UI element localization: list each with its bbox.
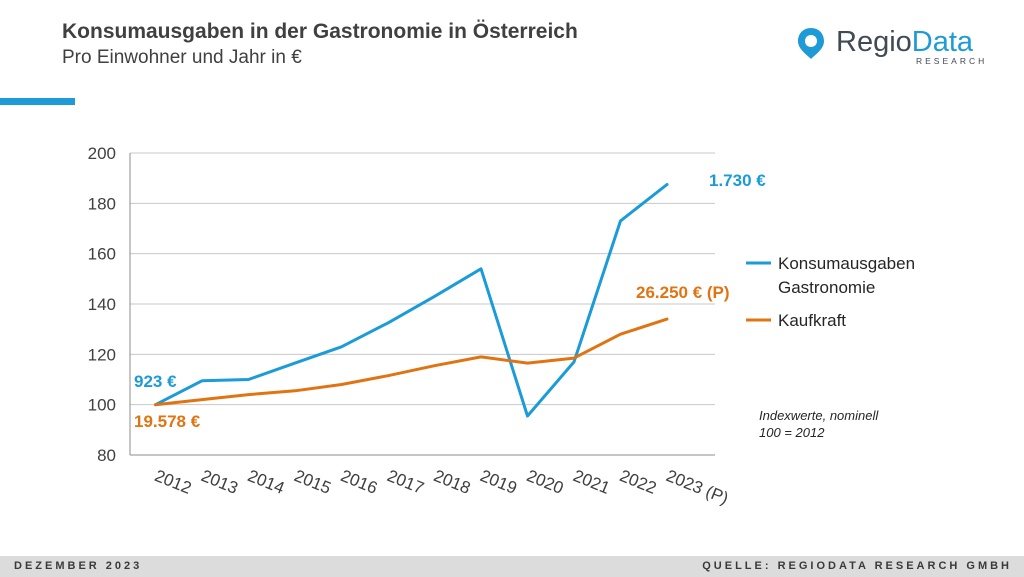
logo-wordmark: RegioData [836, 26, 973, 58]
regiodata-logo: RegioData RESEARCH [796, 22, 1006, 72]
x-tick-label: 2016 [338, 466, 380, 498]
data-label-gastronomie-end: 1.730 € [709, 171, 766, 190]
accent-bar [0, 98, 75, 105]
line-chart: 80 100 120 140 160 180 200 2012 2013 2014 2015 2016… [88, 144, 915, 508]
y-tick-label: 200 [88, 144, 116, 163]
legend-label: Konsumausgaben [778, 254, 915, 273]
y-tick-label: 80 [97, 446, 116, 465]
logo-subtext: RESEARCH [916, 56, 988, 66]
x-tick-label: 2022 [617, 466, 659, 498]
x-tick-label: 2015 [292, 466, 334, 498]
data-label-kaufkraft-start: 19.578 € [134, 412, 201, 431]
footer-bar: DEZEMBER 2023 QUELLE: REGIODATA RESEARCH… [0, 556, 1024, 577]
page-subtitle: Pro Einwohner und Jahr in € [62, 47, 302, 68]
y-tick-label: 120 [88, 345, 116, 364]
x-tick-label: 2019 [478, 466, 520, 498]
x-tick-label: 2013 [199, 466, 241, 498]
legend-label: Kaufkraft [778, 311, 846, 330]
y-tick-label: 180 [88, 194, 116, 213]
x-tick-label: 2020 [524, 466, 566, 498]
x-tick-label: 2023 (P) [664, 466, 732, 508]
logo-word-data: Data [911, 26, 974, 58]
data-label-gastronomie-start: 923 € [134, 372, 177, 391]
footer-source: QUELLE: REGIODATA RESEARCH GMBH [702, 560, 1012, 572]
location-pin-icon [798, 28, 824, 59]
x-tick-label: 2014 [245, 466, 287, 498]
data-label-kaufkraft-end: 26.250 € (P) [636, 283, 730, 302]
x-tick-label: 2017 [385, 466, 427, 498]
page-title: Konsumausgaben in der Gastronomie in Öst… [62, 20, 578, 43]
y-tick-label: 100 [88, 396, 116, 415]
chart-annotation: 100 = 2012 [759, 425, 825, 440]
y-tick-label: 140 [88, 295, 116, 314]
x-tick-label: 2018 [431, 466, 473, 498]
logo-word-regio: Regio [836, 26, 912, 58]
chart-annotation: Indexwerte, nominell [759, 408, 879, 423]
series-line-kaufkraft [154, 317, 669, 407]
x-tick-label: 2021 [571, 466, 613, 498]
series-line-gastronomie [154, 183, 669, 418]
y-tick-label: 160 [88, 245, 116, 264]
x-tick-label: 2012 [152, 466, 194, 498]
footer-date: DEZEMBER 2023 [14, 560, 143, 572]
legend-label: Gastronomie [778, 278, 875, 297]
